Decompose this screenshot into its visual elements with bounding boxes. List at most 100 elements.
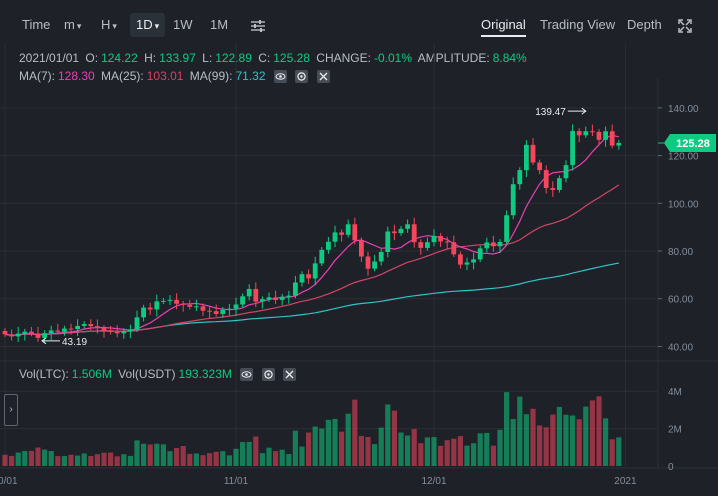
view-trading-view[interactable]: Trading View [540,17,616,32]
settings-icon[interactable] [261,368,275,382]
volume-bar [240,442,246,466]
eye-icon[interactable] [273,70,287,84]
interval-1m[interactable]: 1M [210,17,229,32]
candle-body [154,301,160,310]
volume-bar [471,443,477,466]
volume-bar [35,447,41,466]
volume-bar [306,432,312,466]
candle-body [504,215,509,242]
candle-body [42,333,47,338]
volume-bar [504,392,510,466]
interval-minutes-dropdown[interactable]: m ▾ [64,13,81,37]
candle-body [543,170,549,189]
close-value: 125.28 [273,51,310,65]
interval-minutes-label: m [64,17,75,32]
vol-usdt-value: 193.323M [178,367,232,381]
interval-hours-dropdown[interactable]: H ▾ [101,13,117,37]
volume-bar [537,425,543,466]
candle-body [81,324,87,326]
volume-bar [438,445,444,466]
view-depth[interactable]: Depth [627,17,662,32]
ma7-line [4,134,619,337]
candle-body [128,329,133,332]
settings-icon[interactable] [295,70,309,84]
candle-body [161,300,166,302]
candle-body [365,256,371,269]
volume-bar [550,414,556,466]
close-icon[interactable] [316,70,330,84]
candle-body [114,331,120,334]
candle-body [95,326,100,329]
volume-bar [530,408,536,466]
volume-bar [253,436,259,466]
volume-bar [266,447,272,466]
interval-time[interactable]: Time [22,17,51,32]
volume-bar [457,436,463,466]
volume-bar [180,445,186,466]
volume-bar [431,437,437,466]
interval-1d-label: 1D [136,17,153,32]
candle-body [590,131,595,133]
amplitude-value: 8.84% [492,51,527,65]
ma25-value: 103.01 [146,69,184,83]
candle-body [451,242,457,255]
candle-body [372,261,377,269]
candle-body [458,254,463,265]
price-tick-label: 40.00 [668,342,693,353]
volume-bar [312,426,318,466]
candle-body [174,299,179,304]
volume-bar [187,453,193,466]
chevron-down-icon: ▾ [76,21,82,31]
volume-bar [339,431,345,466]
volume-bar [299,446,305,466]
candle-body [279,296,285,300]
candle-body [345,224,351,235]
settings-sliders-icon[interactable] [250,17,266,33]
volume-bar [616,437,622,466]
ma99-label: MA(99): [189,69,233,83]
low-label: L: [202,51,213,65]
volume-bar [68,454,74,466]
candle-body [48,330,54,334]
sidebar-toggle-handle[interactable]: › [4,394,18,426]
volume-bar [596,396,602,466]
candle-body [207,310,212,312]
open-label: O: [85,51,99,65]
fullscreen-icon[interactable] [678,17,692,33]
candle-body [537,162,542,171]
time-tick-label: 11/01 [224,476,249,487]
volume-bar [213,451,219,466]
volume-bar [114,456,120,466]
interval-1w[interactable]: 1W [173,17,193,32]
candle-body [385,231,391,252]
time-tick-label: 12/01 [421,476,446,487]
volume-bar [424,437,430,466]
candle-body [75,325,80,330]
candle-body [180,303,186,305]
candle-body [497,241,503,247]
candle-body [326,241,331,250]
candle-body [616,142,622,146]
interval-hours-label: H [101,17,111,32]
close-icon[interactable] [282,368,296,382]
volume-bar [55,456,61,466]
volume-tick-label: 4M [668,387,682,398]
eye-icon[interactable] [240,368,254,382]
candle-body [101,328,107,331]
interval-1d-dropdown[interactable]: 1D ▾ [130,13,166,37]
candle-body [359,240,364,257]
candle-body [471,259,476,263]
high-marker-label: 139.47 [535,107,566,118]
candle-body [491,242,496,247]
ma-info-row: MA(7): 128.30 MA(25): 103.01 MA(99): 71.32 [19,69,333,84]
candle-body [378,251,384,262]
volume-bar [609,439,615,466]
candle-body [88,324,94,327]
volume-bar [563,414,569,466]
candle-body [576,131,582,136]
volume-bar [134,440,140,466]
close-label: C: [258,51,271,65]
view-original[interactable]: Original [481,13,526,37]
candle-body [319,249,325,264]
